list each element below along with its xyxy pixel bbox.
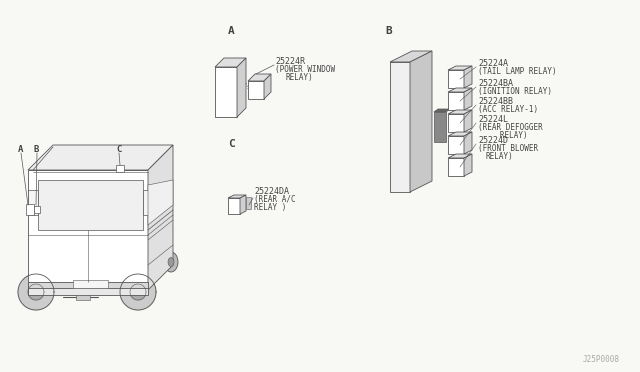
Polygon shape <box>448 88 472 92</box>
Polygon shape <box>73 280 108 288</box>
Polygon shape <box>237 58 246 117</box>
Polygon shape <box>28 284 44 300</box>
Text: 25224R: 25224R <box>275 57 305 66</box>
Text: RELAY): RELAY) <box>285 73 313 82</box>
Text: RELAY): RELAY) <box>486 131 527 140</box>
Polygon shape <box>28 170 148 290</box>
Polygon shape <box>464 154 472 176</box>
Polygon shape <box>28 190 38 215</box>
Polygon shape <box>215 67 237 117</box>
Polygon shape <box>28 288 148 295</box>
Polygon shape <box>228 198 240 214</box>
Polygon shape <box>464 132 472 154</box>
Polygon shape <box>26 204 34 215</box>
Polygon shape <box>18 274 54 310</box>
Polygon shape <box>76 295 90 300</box>
Polygon shape <box>464 66 472 88</box>
Polygon shape <box>448 66 472 70</box>
Polygon shape <box>38 180 143 230</box>
Polygon shape <box>215 58 246 67</box>
Polygon shape <box>264 74 271 99</box>
Polygon shape <box>34 206 40 213</box>
Text: (TAIL LAMP RELAY): (TAIL LAMP RELAY) <box>478 67 557 76</box>
Text: B: B <box>385 26 392 36</box>
Circle shape <box>223 76 229 82</box>
Text: RELAY): RELAY) <box>486 152 514 161</box>
Text: 25224L: 25224L <box>478 115 508 124</box>
Polygon shape <box>448 70 464 88</box>
Text: C: C <box>116 145 122 154</box>
Text: B: B <box>34 145 40 154</box>
Polygon shape <box>130 284 146 300</box>
Polygon shape <box>28 282 148 290</box>
Polygon shape <box>448 154 472 158</box>
Polygon shape <box>448 114 464 132</box>
Polygon shape <box>448 136 464 154</box>
Text: (REAR DEFOGGER: (REAR DEFOGGER <box>478 123 543 132</box>
Text: 25224BA: 25224BA <box>478 79 513 88</box>
Text: RELAY ): RELAY ) <box>254 203 286 212</box>
Text: 25224BB: 25224BB <box>478 97 513 106</box>
Polygon shape <box>246 197 251 209</box>
Ellipse shape <box>164 252 178 272</box>
Circle shape <box>223 102 229 108</box>
Polygon shape <box>143 190 148 215</box>
Text: (IGNITION RELAY): (IGNITION RELAY) <box>478 87 552 96</box>
Polygon shape <box>228 195 246 198</box>
Polygon shape <box>248 74 271 81</box>
Polygon shape <box>448 132 472 136</box>
Polygon shape <box>28 145 173 170</box>
Text: (REAR A/C: (REAR A/C <box>254 195 296 204</box>
Text: 25224DA: 25224DA <box>254 187 289 196</box>
Text: (ACC RELAY-1): (ACC RELAY-1) <box>478 105 538 114</box>
Text: (FRONT BLOWER: (FRONT BLOWER <box>478 144 538 153</box>
Polygon shape <box>148 180 173 225</box>
Polygon shape <box>448 158 464 176</box>
Text: (POWER WINDOW: (POWER WINDOW <box>275 65 335 74</box>
Polygon shape <box>410 51 432 192</box>
Polygon shape <box>116 165 124 172</box>
Polygon shape <box>448 110 472 114</box>
Polygon shape <box>390 62 410 192</box>
Polygon shape <box>464 110 472 132</box>
Polygon shape <box>434 109 450 112</box>
Polygon shape <box>448 92 464 110</box>
Text: A: A <box>228 26 235 36</box>
Text: A: A <box>18 145 24 154</box>
Polygon shape <box>120 274 156 310</box>
Polygon shape <box>390 51 432 62</box>
Text: 25224D: 25224D <box>478 136 508 145</box>
Polygon shape <box>148 145 173 290</box>
Text: C: C <box>228 139 235 149</box>
Ellipse shape <box>168 257 174 266</box>
Polygon shape <box>464 88 472 110</box>
Text: J25P0008: J25P0008 <box>583 355 620 364</box>
Polygon shape <box>434 112 446 142</box>
Polygon shape <box>248 81 264 99</box>
Polygon shape <box>240 195 246 214</box>
Text: 25224A: 25224A <box>478 59 508 68</box>
